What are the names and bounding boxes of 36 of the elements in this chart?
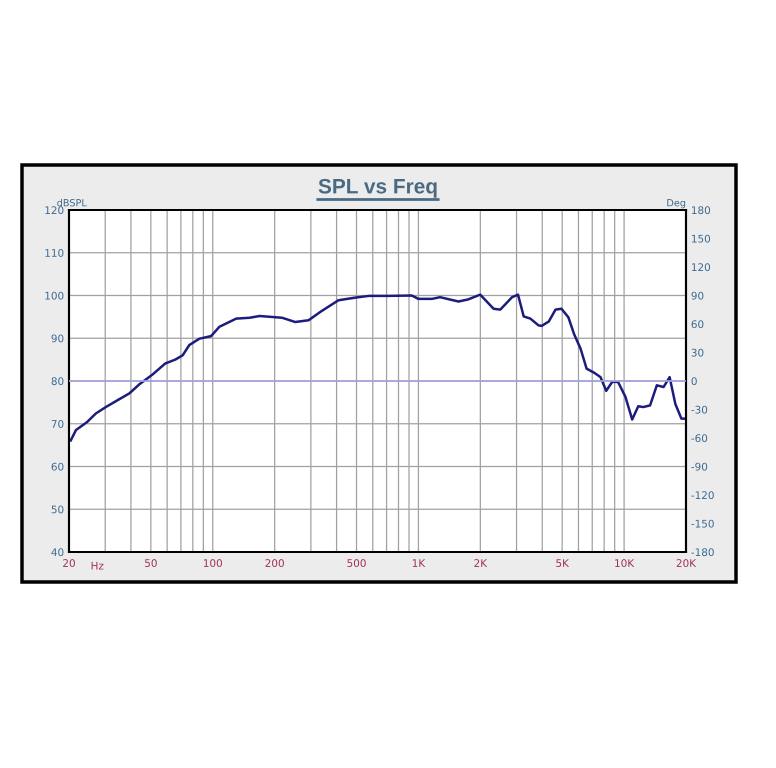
x-tick-label: 100 — [204, 559, 222, 568]
y2-tick-label: -30 — [691, 406, 708, 414]
x-tick-label: 2K — [474, 559, 488, 567]
y2-tick-label: -150 — [691, 520, 714, 528]
y2-tick-label: 120 — [692, 263, 710, 272]
y-tick-label: 120 — [45, 206, 64, 214]
y-tick-label: 100 — [45, 292, 64, 300]
y2-tick-label: -120 — [691, 491, 714, 500]
x-tick-label: 200 — [265, 559, 284, 568]
y-tick-label: 80 — [52, 377, 64, 386]
y-axis-title: dBSPL — [57, 198, 87, 206]
chart-title: SPL vs Freq — [318, 178, 437, 198]
y2-axis-title: Deg — [667, 199, 686, 208]
y-tick-label: 60 — [52, 462, 64, 471]
y-tick-label: 40 — [51, 548, 64, 556]
x-axis-title: Hz — [92, 562, 104, 570]
y2-tick-label: -90 — [691, 462, 708, 471]
y2-tick-label: -60 — [691, 434, 708, 442]
y2-tick-label: -180 — [691, 548, 714, 556]
y-tick-label: 50 — [52, 505, 64, 514]
y-tick-label: 90 — [52, 334, 64, 342]
x-tick-label: 20 — [63, 559, 75, 568]
y2-tick-label: 0 — [692, 377, 697, 386]
x-tick-label: 10K — [615, 559, 634, 568]
y2-tick-label: 90 — [692, 292, 704, 300]
y2-tick-label: 180 — [692, 206, 710, 214]
x-tick-label: 50 — [145, 559, 157, 568]
y2-tick-label: 150 — [692, 234, 710, 243]
y-tick-label: 70 — [52, 420, 64, 428]
x-tick-label: 5K — [556, 559, 570, 568]
y2-tick-label: 60 — [692, 320, 704, 328]
y2-tick-label: 30 — [692, 348, 704, 357]
y-tick-label: 110 — [45, 248, 64, 257]
x-tick-label: 500 — [347, 559, 366, 568]
x-tick-label: 1K — [412, 559, 426, 567]
x-tick-label: 20K — [676, 559, 696, 568]
